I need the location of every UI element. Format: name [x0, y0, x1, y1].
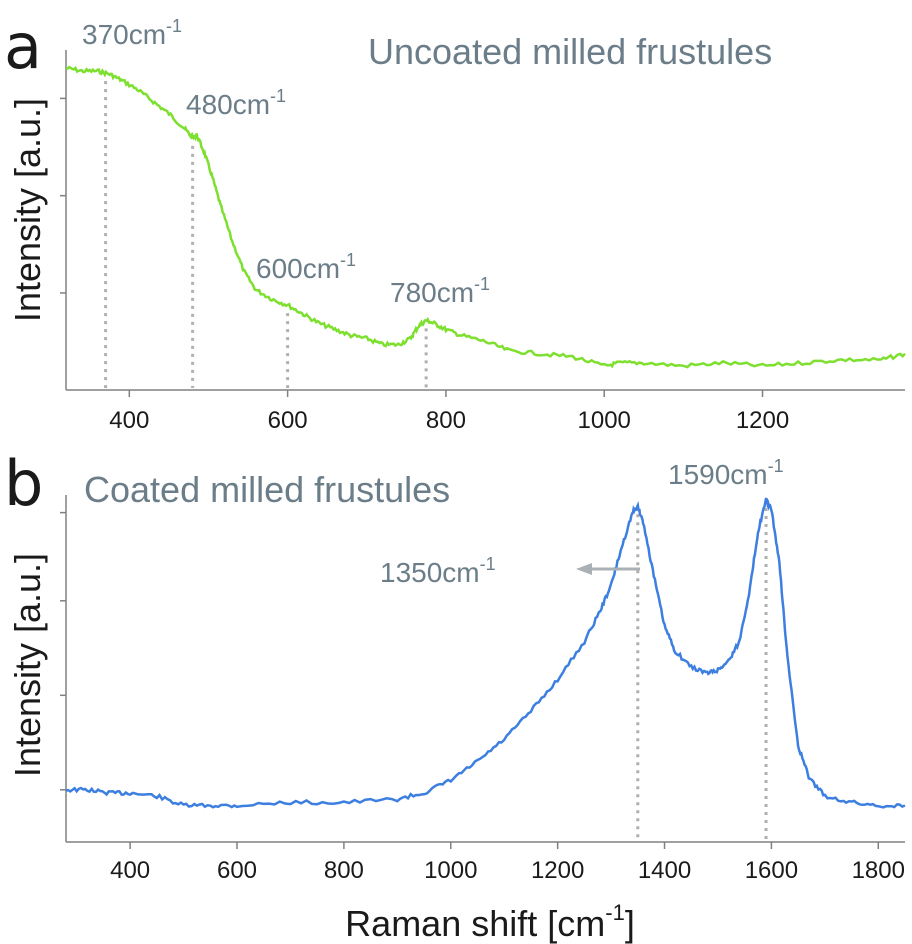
x-tick-label-1000: 1000 — [424, 857, 477, 884]
panel-b-y-ticks — [60, 511, 66, 791]
x-tick-label-600: 600 — [268, 407, 308, 434]
panel-b: b Coated milled frustules Intensity [a.u… — [4, 447, 906, 944]
panel-b-title: Coated milled frustules — [84, 469, 450, 510]
annotation-780: 780cm-1 — [390, 274, 490, 308]
x-tick-label-800: 800 — [426, 407, 466, 434]
annotation-1350: 1350cm-1 — [380, 554, 496, 588]
panel-a-spectrum-line — [65, 65, 906, 369]
x-tick-label-1000: 1000 — [578, 407, 631, 434]
panel-a-y-ticks — [60, 97, 66, 294]
panel-b-peak-guides — [636, 508, 768, 840]
panel-b-letter: b — [4, 447, 43, 520]
panel-b-x-ticks: 400 600 800 1000 1200 1400 1600 1800 — [110, 842, 905, 884]
annotation-1590: 1590cm-1 — [668, 456, 784, 490]
panel-a-letter: a — [4, 10, 42, 83]
panel-b-annotations: 1350cm-1 1590cm-1 — [380, 456, 784, 588]
panel-a-annotations: 370cm-1 480cm-1 600cm-1 780cm-1 — [82, 16, 490, 308]
panel-b-ylabel: Intensity [a.u.] — [7, 553, 48, 777]
panel-a-ylabel: Intensity [a.u.] — [7, 98, 48, 322]
panel-a-peak-guides — [104, 81, 428, 388]
x-tick-label-400: 400 — [109, 407, 149, 434]
x-tick-label-600: 600 — [217, 857, 257, 884]
panel-b-spectrum-line — [65, 497, 906, 809]
x-tick-label-1200: 1200 — [736, 407, 789, 434]
panel-a-title: Uncoated milled frustules — [368, 31, 772, 72]
x-tick-label-1600: 1600 — [745, 857, 798, 884]
panel-a-x-ticks: 400 600 800 1000 1200 — [109, 390, 789, 434]
x-tick-label-1200: 1200 — [531, 857, 584, 884]
annotation-600: 600cm-1 — [256, 250, 356, 284]
panel-b-xlabel: Raman shift [cm-1] — [345, 900, 635, 944]
x-tick-label-400: 400 — [110, 857, 150, 884]
annotation-480: 480cm-1 — [186, 86, 286, 120]
panel-a: a Uncoated milled frustules Intensity [a… — [4, 10, 906, 434]
arrow-left-icon — [576, 563, 592, 575]
annotation-370: 370cm-1 — [82, 16, 182, 50]
x-tick-label-1400: 1400 — [638, 857, 691, 884]
x-tick-label-1800: 1800 — [852, 857, 905, 884]
x-tick-label-800: 800 — [324, 857, 364, 884]
